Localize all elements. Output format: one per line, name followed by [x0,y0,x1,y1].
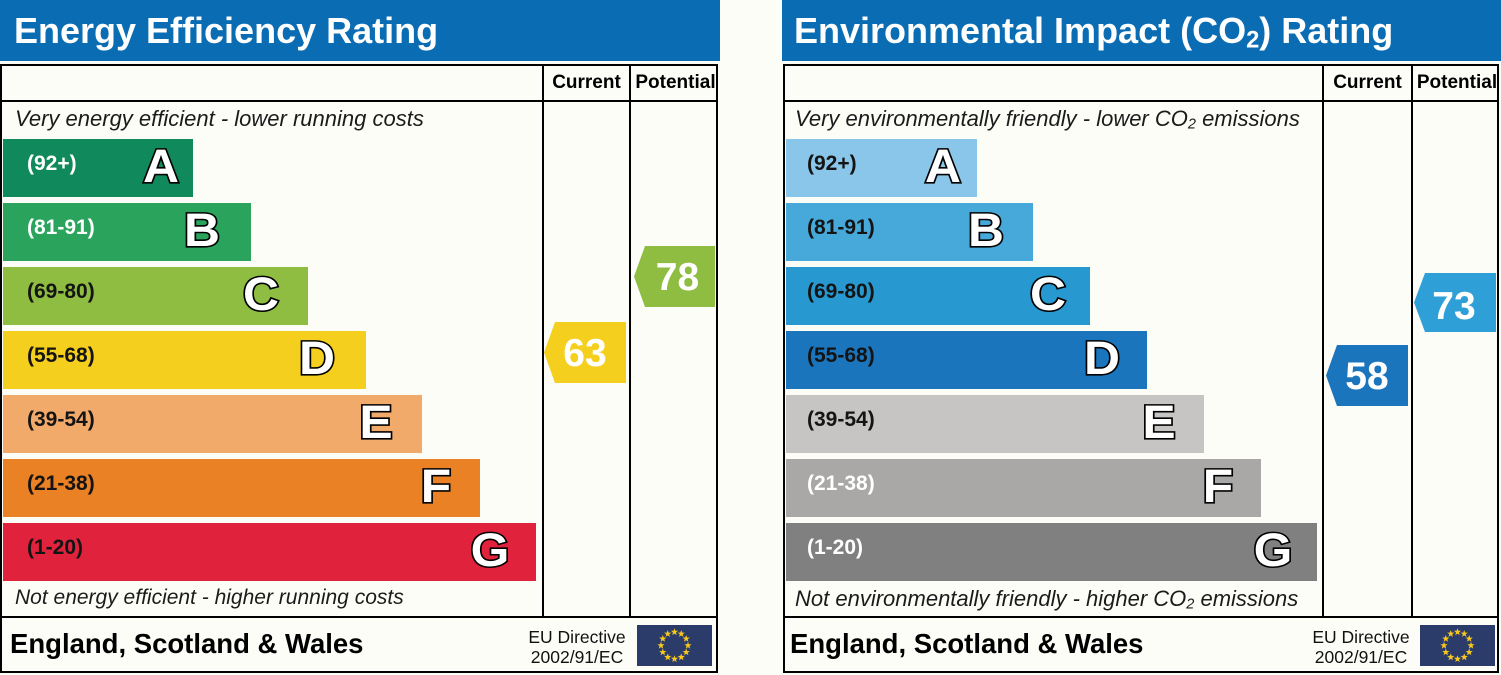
svg-text:A: A [143,139,179,192]
svg-text:F: F [421,459,451,512]
svg-text:F: F [1203,459,1233,512]
svg-text:G: G [1254,523,1293,576]
svg-text:C: C [243,267,279,320]
svg-text:G: G [471,523,510,576]
svg-text:E: E [1142,395,1175,448]
svg-text:B: B [184,203,220,256]
svg-text:B: B [968,203,1004,256]
svg-text:C: C [1030,267,1066,320]
svg-text:A: A [925,139,961,192]
svg-text:E: E [359,395,392,448]
svg-text:D: D [299,331,335,384]
svg-text:D: D [1084,331,1120,384]
